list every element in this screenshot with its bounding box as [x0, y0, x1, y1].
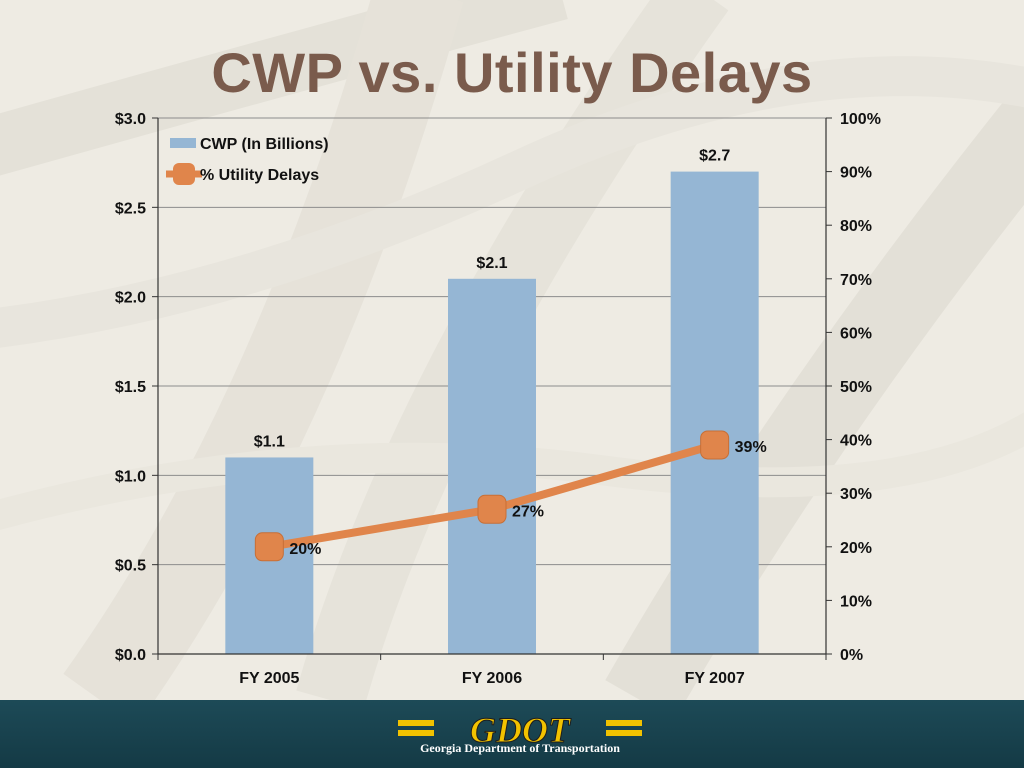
legend: CWP (In Billions) % Utility Delays [166, 136, 329, 185]
left-tick-label: $2.5 [115, 200, 146, 217]
line-data-label: 27% [512, 503, 544, 520]
bar [448, 278, 536, 654]
footer-bar [0, 700, 1024, 768]
legend-swatch-marker [173, 163, 195, 185]
line-marker [477, 494, 507, 524]
bar-series [225, 171, 759, 654]
x-tick-label: FY 2007 [685, 670, 745, 687]
right-tick-label: 0% [840, 647, 863, 664]
left-tick-label: $2.0 [115, 290, 146, 307]
legend-label-line: % Utility Delays [200, 167, 319, 184]
line-marker [254, 532, 284, 562]
right-tick-label: 80% [840, 218, 872, 235]
legend-swatch-bar [170, 138, 196, 148]
line-series [254, 430, 730, 562]
left-tick-label: $0.5 [115, 558, 146, 575]
line-marker [700, 430, 730, 460]
legend-label-bar: CWP (In Billions) [200, 136, 329, 153]
right-tick-label: 10% [840, 593, 872, 610]
gdot-org-name: Georgia Department of Transportation [420, 741, 620, 755]
bar-data-label: $1.1 [254, 433, 285, 450]
right-tick-label: 60% [840, 325, 872, 342]
svg-text:GDOT: GDOT [470, 710, 572, 750]
data-labels: $1.1 $2.1 $2.7 20% 27% 39% [254, 148, 767, 558]
right-tick-label: 30% [840, 486, 872, 503]
right-tick-label: 20% [840, 540, 872, 557]
bar-data-label: $2.7 [699, 148, 730, 165]
gdot-logo: GDOT [398, 710, 642, 751]
right-tick-label: 70% [840, 272, 872, 289]
slide-title: CWP vs. Utility Delays [211, 41, 813, 104]
x-tick-label: FY 2005 [239, 670, 299, 687]
line-data-label: 39% [735, 439, 767, 456]
left-tick-label: $0.0 [115, 647, 146, 664]
axes: $0.0 $0.5 $1.0 $1.5 $2.0 $2.5 $3.0 0% 10% 20% 30% 4… [115, 111, 881, 687]
left-tick-label: $3.0 [115, 111, 146, 128]
right-tick-label: 100% [840, 111, 881, 128]
line-data-label: 20% [289, 541, 321, 558]
bar-data-label: $2.1 [476, 255, 507, 272]
x-tick-label: FY 2006 [462, 670, 522, 687]
right-tick-label: 40% [840, 433, 872, 450]
combo-chart: $0.0 $0.5 $1.0 $1.5 $2.0 $2.5 $3.0 0% 10% 20% 30% 4… [115, 111, 881, 687]
right-tick-label: 90% [840, 165, 872, 182]
left-tick-label: $1.0 [115, 468, 146, 485]
left-tick-label: $1.5 [115, 379, 146, 396]
right-tick-label: 50% [840, 379, 872, 396]
bar [670, 171, 759, 654]
